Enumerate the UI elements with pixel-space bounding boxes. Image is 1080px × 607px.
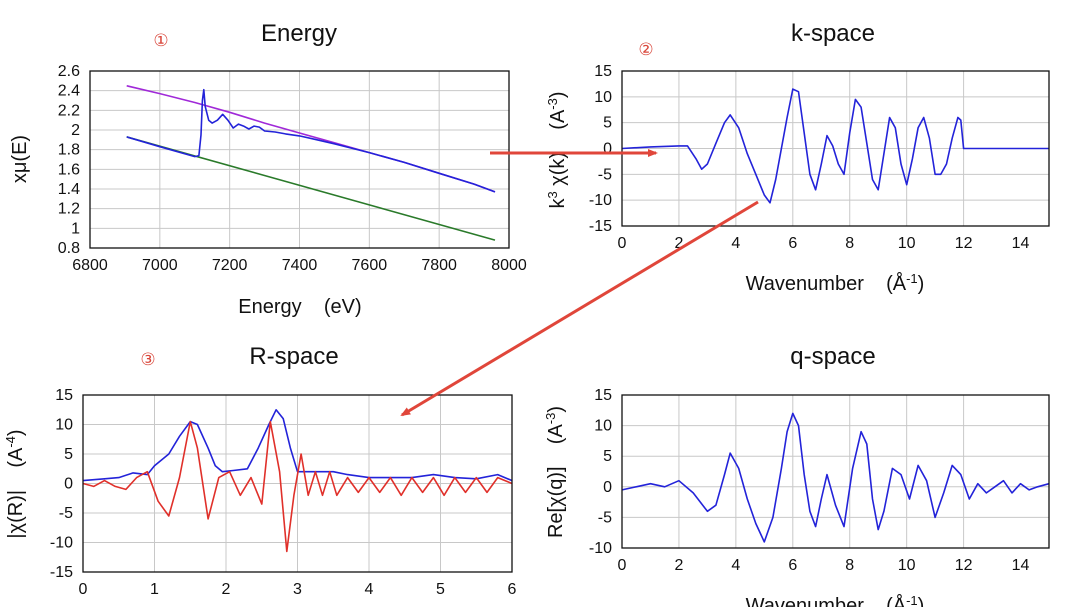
rspace-plot-frame xyxy=(82,394,513,573)
energy-y-tick-label: 1.8 xyxy=(58,142,80,159)
qspace-y-tick-label: 0 xyxy=(603,479,612,496)
qspace-x-tick-label: 8 xyxy=(845,557,854,574)
qspace-y-axis-label: Re[χ(q)] (A-3) xyxy=(543,406,567,538)
kspace-x-tick-label: 0 xyxy=(618,235,627,252)
rspace-y-tick-label: -10 xyxy=(50,535,73,552)
qspace-x-tick-label: 2 xyxy=(674,557,683,574)
rspace-y-tick-label: -15 xyxy=(50,564,73,581)
energy-x-tick-label: 7800 xyxy=(421,257,457,274)
energy-x-tick-label: 7600 xyxy=(352,257,388,274)
qspace-x-tick-label: 6 xyxy=(788,557,797,574)
rspace-y-tick-label: 10 xyxy=(55,417,73,434)
rspace-x-tick-label: 1 xyxy=(150,581,159,598)
rspace-y-axis-label: |χ(R)| (A-4) xyxy=(3,429,27,538)
kspace-plot-frame xyxy=(621,70,1050,227)
rspace-x-tick-label: 0 xyxy=(79,581,88,598)
rspace-y-tick-label: -5 xyxy=(59,505,73,522)
qspace-title: q-space xyxy=(790,343,875,370)
step-marker-1: ① xyxy=(153,31,168,51)
kspace-series-k3-k xyxy=(621,88,1049,204)
kspace-y-tick-label: -10 xyxy=(589,192,612,209)
qspace-y-tick-label: 10 xyxy=(594,418,612,435)
energy-series-e xyxy=(126,88,496,193)
kspace-x-tick-label: 6 xyxy=(788,235,797,252)
qspace-y-tick-label: 15 xyxy=(594,387,612,404)
kspace-x-tick-label: 12 xyxy=(955,235,973,252)
kspace-y-tick-label: -5 xyxy=(598,166,612,183)
kspace-y-tick-label: 15 xyxy=(594,63,612,80)
energy-y-tick-label: 2 xyxy=(71,122,80,139)
energy-y-tick-label: 1.4 xyxy=(58,181,80,198)
energy-y-axis-label: xμ(E) xyxy=(9,135,31,183)
energy-x-tick-label: 6800 xyxy=(72,257,108,274)
step-marker-2: ② xyxy=(638,40,653,60)
rspace-x-tick-label: 2 xyxy=(222,581,231,598)
kspace-x-axis-label: Wavenumber (Å-1) xyxy=(746,271,925,295)
energy-plot-frame xyxy=(89,70,510,249)
kspace-title: k-space xyxy=(791,20,875,47)
energy-y-tick-label: 0.8 xyxy=(58,240,80,257)
qspace-x-tick-label: 14 xyxy=(1012,557,1030,574)
kspace-y-tick-label: 10 xyxy=(594,89,612,106)
rspace-x-tick-label: 6 xyxy=(508,581,517,598)
qspace-x-tick-label: 10 xyxy=(898,557,916,574)
qspace-panel: q-space Wavenumber (Å-1) Re[χ(q)] (A-3) … xyxy=(543,343,1050,607)
qspace-x-tick-label: 0 xyxy=(618,557,627,574)
energy-x-tick-label: 7000 xyxy=(142,257,178,274)
energy-x-axis-label: Energy (eV) xyxy=(238,296,361,318)
energy-x-tick-label: 7400 xyxy=(282,257,318,274)
qspace-series-re-q xyxy=(621,412,1050,543)
rspace-y-tick-label: 15 xyxy=(55,387,73,404)
arrow-kspace-to-rspace xyxy=(400,200,759,417)
energy-y-tick-label: 1.2 xyxy=(58,201,80,218)
qspace-y-tick-label: 5 xyxy=(603,448,612,465)
kspace-x-tick-label: 10 xyxy=(898,235,916,252)
energy-y-tick-label: 2.2 xyxy=(58,102,80,119)
kspace-x-tick-label: 8 xyxy=(845,235,854,252)
rspace-y-tick-label: 5 xyxy=(64,446,73,463)
qspace-y-tick-label: -5 xyxy=(598,509,612,526)
energy-y-tick-label: 2.4 xyxy=(58,83,80,100)
energy-title: Energy xyxy=(261,20,337,47)
rspace-series-r xyxy=(82,409,513,482)
qspace-plot-frame xyxy=(621,394,1050,549)
rspace-title: R-space xyxy=(249,343,338,370)
kspace-y-tick-label: 0 xyxy=(603,141,612,158)
rspace-y-tick-label: 0 xyxy=(64,476,73,493)
rspace-panel: R-space ③ |χ(R)| (A-4) 0 1 2 3 4 5 6 -15 -10 -5 0 5… xyxy=(3,343,517,598)
kspace-x-tick-label: 14 xyxy=(1012,235,1030,252)
energy-x-tick-label: 8000 xyxy=(491,257,527,274)
energy-y-tick-label: 1.6 xyxy=(58,161,80,178)
rspace-x-tick-label: 4 xyxy=(365,581,374,598)
qspace-x-axis-label: Wavenumber (Å-1) xyxy=(746,593,925,607)
kspace-y-tick-label: -15 xyxy=(589,218,612,235)
rspace-series-re-r xyxy=(82,420,513,553)
energy-x-tick-label: 7200 xyxy=(212,257,248,274)
kspace-y-tick-label: 5 xyxy=(603,115,612,132)
energy-y-tick-label: 2.6 xyxy=(58,63,80,80)
qspace-x-tick-label: 12 xyxy=(955,557,973,574)
qspace-y-tick-label: -10 xyxy=(589,540,612,557)
energy-y-tick-label: 1 xyxy=(71,220,80,237)
energy-panel: Energy ① Energy (eV) xμ(E) 6800 7000 7200 7… xyxy=(9,20,527,318)
rspace-x-tick-label: 3 xyxy=(293,581,302,598)
rspace-x-tick-label: 5 xyxy=(436,581,445,598)
step-marker-3: ③ xyxy=(140,350,155,370)
qspace-x-tick-label: 4 xyxy=(731,557,740,574)
kspace-x-tick-label: 4 xyxy=(731,235,740,252)
kspace-x-tick-label: 2 xyxy=(674,235,683,252)
kspace-y-axis-label: k3 χ(k) (A-3) xyxy=(545,91,569,208)
kspace-panel: k-space ② Wavenumber (Å-1) k3 χ(k) (A-3)… xyxy=(545,20,1050,295)
